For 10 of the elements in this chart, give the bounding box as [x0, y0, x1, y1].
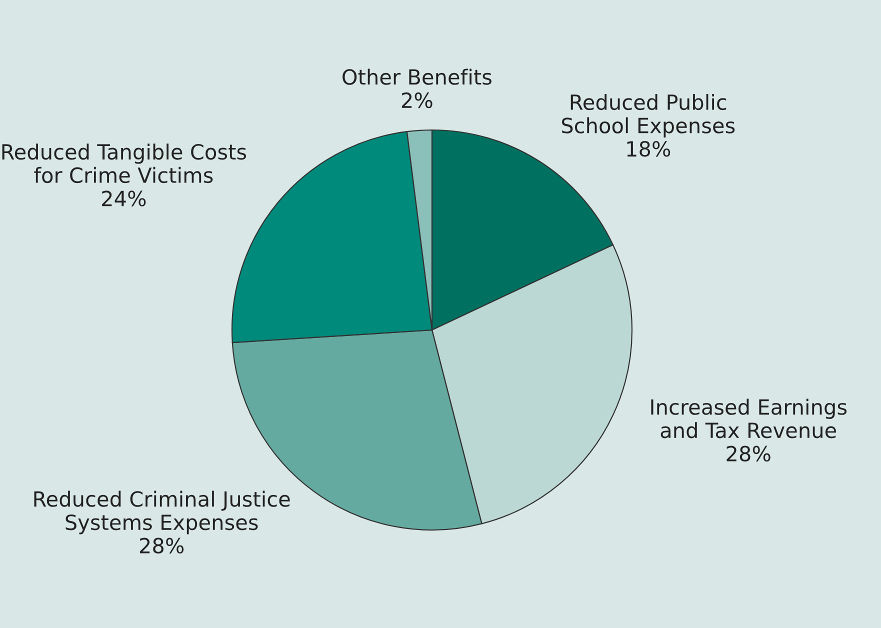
- data-label: 28%: [726, 446, 770, 462]
- data-label: 18%: [627, 140, 670, 157]
- slice-label: Reduced Criminal Justice Systems Expenses: [34, 490, 290, 534]
- slice-label: Reduced Public School Expenses: [562, 94, 735, 138]
- slice-label: Other Benefits: [342, 68, 492, 85]
- data-label: 24%: [102, 190, 146, 206]
- slice-label: Reduced Tangible Costs for Crime Victims: [2, 144, 246, 184]
- data-label: 2%: [402, 92, 432, 108]
- slice-label: Increased Earnings and Tax Revenue: [651, 398, 847, 438]
- data-label: 28%: [140, 538, 184, 554]
